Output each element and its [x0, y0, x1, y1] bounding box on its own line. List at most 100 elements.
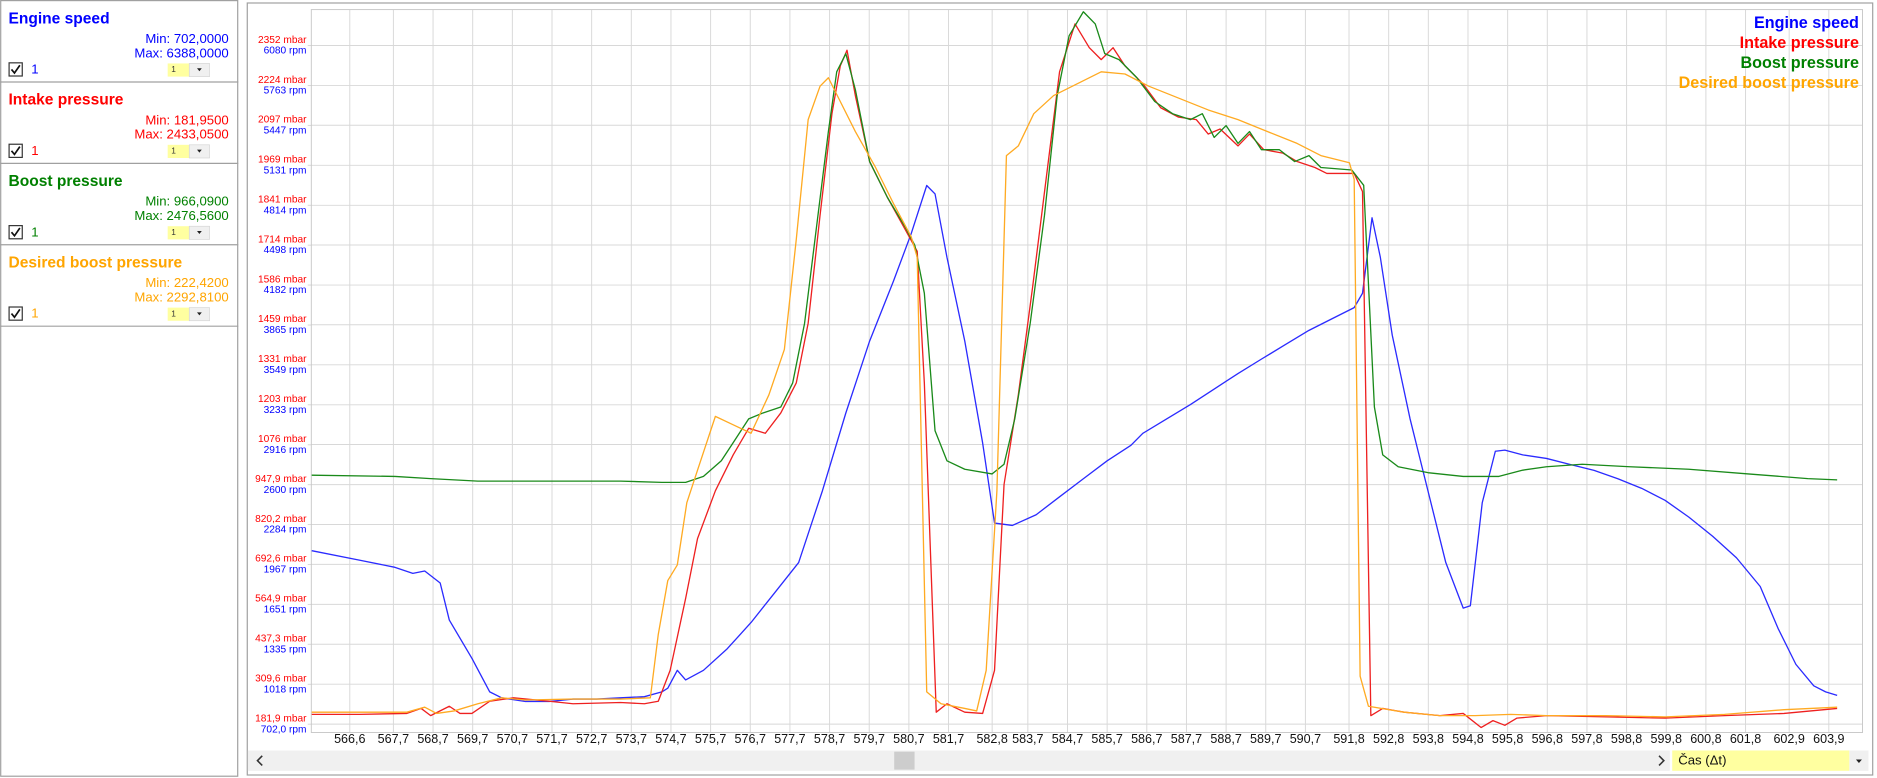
x-tick-label: 573,7: [616, 732, 647, 746]
checkbox[interactable]: [8, 143, 23, 158]
dropdown[interactable]: [167, 144, 190, 158]
x-tick-label: 593,8: [1413, 732, 1444, 746]
x-tick-label: 570,7: [497, 732, 528, 746]
x-tick-label: 566,6: [334, 732, 365, 746]
y-tick-label: 692,6 mbar: [255, 554, 307, 565]
plot-area: [311, 9, 1863, 733]
x-tick-label: 598,8: [1611, 732, 1642, 746]
y-tick-label: 2224 mbar: [258, 75, 307, 86]
y2-tick-label: 1335 rpm: [264, 644, 307, 655]
channel-name: Engine speed: [8, 10, 109, 27]
y2-tick-label: 2916 rpm: [264, 445, 307, 456]
dropdown[interactable]: [167, 63, 190, 77]
x-tick-label: 583,7: [1012, 732, 1043, 746]
scroll-right-button[interactable]: [1658, 755, 1665, 766]
x-tick-label: 596,8: [1532, 732, 1563, 746]
y-tick-label: 1076 mbar: [258, 434, 307, 445]
y2-tick-label: 3233 rpm: [264, 405, 307, 416]
checkbox-check: [10, 308, 21, 319]
y-tick-label: 564,9 mbar: [255, 594, 307, 605]
y2-tick-label: 4498 rpm: [264, 245, 307, 256]
x-tick-label: 591,8: [1333, 732, 1364, 746]
checkbox[interactable]: [8, 306, 23, 321]
channel-max: Max: 2476,5600: [134, 208, 228, 223]
scrollbar-thumb[interactable]: [894, 751, 915, 770]
grid: [311, 9, 1863, 733]
dropdown-arrow: [197, 312, 202, 316]
checkbox-label: 1: [31, 224, 38, 239]
x-tick-label: 585,7: [1091, 732, 1122, 746]
channel-min: Min: 702,0000: [145, 31, 228, 46]
y2-tick-label: 6080 rpm: [264, 46, 307, 57]
x-axis-selector[interactable]: [1672, 750, 1850, 771]
channel-name: Desired boost pressure: [8, 254, 182, 271]
series-line: [311, 11, 1838, 484]
x-tick-label: 589,7: [1250, 732, 1281, 746]
y2-tick-label: 1018 rpm: [264, 684, 307, 695]
checkbox-label: 1: [31, 61, 38, 76]
channel-name: Intake pressure: [8, 92, 123, 109]
dropdown[interactable]: [167, 307, 190, 321]
y2-tick-label: 3865 rpm: [264, 325, 307, 336]
checkbox-label: 1: [31, 306, 38, 321]
y-tick-label: 1586 mbar: [258, 274, 307, 285]
scroll-left-button[interactable]: [256, 755, 263, 766]
x-tick-label: 590,7: [1290, 732, 1321, 746]
y-tick-label: 2097 mbar: [258, 115, 307, 126]
y2-tick-label: 3549 rpm: [264, 365, 307, 376]
y2-tick-label: 4814 rpm: [264, 205, 307, 216]
dropdown-value: 1: [171, 227, 176, 237]
x-tick-label: 597,8: [1571, 732, 1602, 746]
x-tick-label: 603,9: [1813, 732, 1844, 746]
legend-entry: Boost pressure: [1741, 54, 1859, 72]
x-tick-label: 588,7: [1210, 732, 1241, 746]
checkbox[interactable]: [8, 62, 23, 77]
legend-entry: Engine speed: [1754, 14, 1859, 32]
x-tick-label: 579,7: [854, 732, 885, 746]
series-line: [311, 71, 1838, 718]
y-tick-label: 309,6 mbar: [255, 673, 307, 684]
checkbox-check: [10, 227, 21, 238]
legend-entry: Intake pressure: [1740, 34, 1859, 52]
x-tick-label: 599,8: [1651, 732, 1682, 746]
y-tick-label: 1459 mbar: [258, 314, 307, 325]
y2-tick-label: 1651 rpm: [264, 605, 307, 616]
x-tick-label: 568,7: [417, 732, 448, 746]
x-tick-label: 577,7: [774, 732, 805, 746]
y-tick-label: 2352 mbar: [258, 35, 307, 46]
dropdown[interactable]: [167, 226, 190, 240]
y-tick-label: 1203 mbar: [258, 394, 307, 405]
x-tick-label: 574,7: [655, 732, 686, 746]
checkbox[interactable]: [8, 225, 23, 240]
x-tick-label: 595,8: [1492, 732, 1523, 746]
channel-min: Min: 222,4200: [145, 275, 228, 290]
x-tick-label: 592,8: [1373, 732, 1404, 746]
x-axis-label: Čas (Δt): [1678, 753, 1726, 768]
scrollbar-track[interactable]: [247, 750, 1670, 771]
channel-panel: [0, 0, 239, 777]
y2-tick-label: 5447 rpm: [264, 125, 307, 136]
dropdown-value: 1: [171, 308, 176, 318]
x-tick-label: 587,7: [1171, 732, 1202, 746]
y2-tick-label: 702,0 rpm: [261, 724, 307, 735]
y2-tick-label: 5763 rpm: [264, 86, 307, 97]
y-tick-label: 181,9 mbar: [255, 713, 307, 724]
y2-tick-label: 5131 rpm: [264, 165, 307, 176]
y-tick-label: 1841 mbar: [258, 195, 307, 206]
x-tick-label: 571,7: [536, 732, 567, 746]
channel-min: Min: 966,0900: [145, 194, 228, 209]
x-tick-label: 600,8: [1690, 732, 1721, 746]
channel-block: Desired boost pressure Min: 222,4200Max: …: [0, 254, 239, 327]
x-tick-label: 586,7: [1131, 732, 1162, 746]
dropdown-value: 1: [171, 64, 176, 74]
channel-min: Min: 181,9500: [145, 112, 228, 127]
channel-max: Max: 6388,0000: [134, 45, 228, 60]
checkbox-check: [10, 64, 21, 75]
y-tick-label: 1714 mbar: [258, 234, 307, 245]
y2-tick-label: 2600 rpm: [264, 485, 307, 496]
x-tick-label: 582,8: [976, 732, 1007, 746]
y-tick-label: 820,2 mbar: [255, 514, 307, 525]
x-tick-label: 601,8: [1730, 732, 1761, 746]
